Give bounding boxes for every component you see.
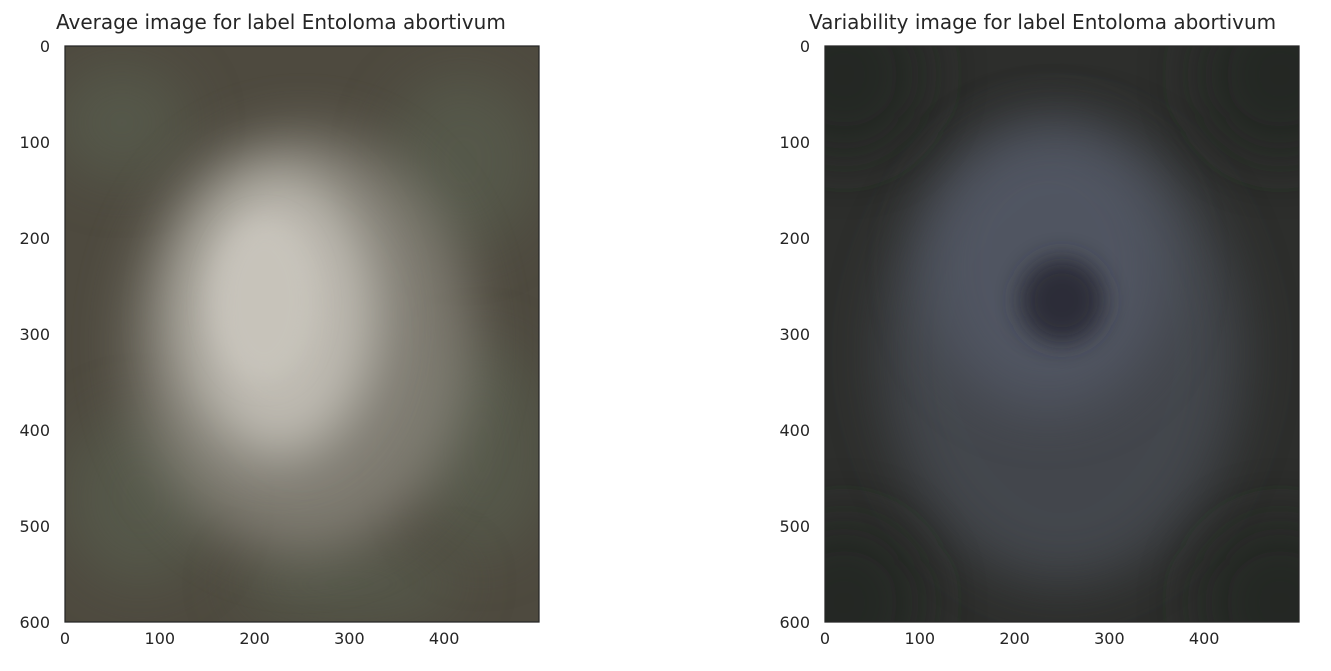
average-image-panel: Average image for label Entoloma abortiv… <box>0 0 600 671</box>
y-tick-label: 400 <box>779 421 810 440</box>
chart-title: Average image for label Entoloma abortiv… <box>56 10 506 34</box>
y-tick-label: 100 <box>779 133 810 152</box>
variability-image-panel: Variability image for label Entoloma abo… <box>760 0 1331 671</box>
x-tick-label: 400 <box>429 629 460 648</box>
y-tick-label: 300 <box>779 325 810 344</box>
image-texture <box>65 65 189 181</box>
y-tick-label: 500 <box>19 517 50 536</box>
image-vignette <box>825 46 930 162</box>
image-dark-spot <box>1019 257 1105 344</box>
image-vignette <box>825 516 930 622</box>
image-vignette <box>1194 46 1299 162</box>
image-content <box>65 46 539 622</box>
y-tick-label: 600 <box>779 613 810 632</box>
y-tick-label: 200 <box>779 229 810 248</box>
y-tick-label: 200 <box>19 229 50 248</box>
y-tick-label: 500 <box>779 517 810 536</box>
x-tick-label: 300 <box>1094 629 1125 648</box>
variability-image-plot: 0 100 200 300 400 0 100 200 300 400 500 600 <box>779 37 1300 648</box>
image-vignette <box>1194 516 1299 622</box>
image-content <box>825 46 1299 622</box>
x-tick-label: 200 <box>239 629 270 648</box>
y-tick-label: 300 <box>19 325 50 344</box>
plot-frame <box>824 45 1300 623</box>
image-texture <box>235 545 464 622</box>
x-tick-label: 400 <box>1189 629 1220 648</box>
y-tick-label: 600 <box>19 613 50 632</box>
image-highlight-core <box>211 218 317 382</box>
y-tick-label: 100 <box>19 133 50 152</box>
plot-frame <box>64 45 540 623</box>
x-tick-label: 300 <box>334 629 365 648</box>
x-tick-label: 0 <box>60 629 70 648</box>
y-tick-label: 0 <box>40 37 50 56</box>
x-tick-label: 0 <box>820 629 830 648</box>
y-tick-label: 400 <box>19 421 50 440</box>
average-image-plot: 0 100 200 300 400 0 100 200 300 400 500 600 <box>19 37 540 648</box>
chart-title: Variability image for label Entoloma abo… <box>809 10 1277 34</box>
y-tick-label: 0 <box>800 37 810 56</box>
x-tick-label: 100 <box>905 629 936 648</box>
x-tick-label: 100 <box>145 629 176 648</box>
x-tick-label: 200 <box>999 629 1030 648</box>
